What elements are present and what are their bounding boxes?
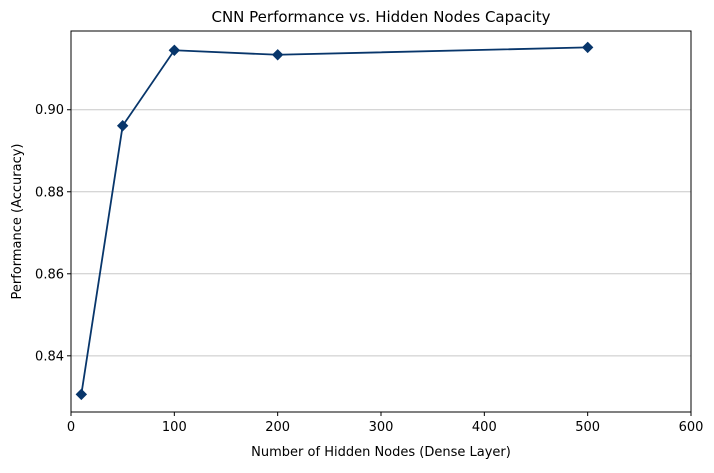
y-tick-label: 0.86 xyxy=(35,267,64,282)
x-axis-ticks: 0 100 200 300 400 500 600 xyxy=(67,412,704,435)
y-tick-label: 0.84 xyxy=(35,349,64,364)
x-tick-label: 200 xyxy=(265,420,290,435)
y-axis-label: Performance (Accuracy) xyxy=(10,143,25,299)
data-point-marker xyxy=(116,120,129,132)
y-tick-label: 0.90 xyxy=(35,103,64,118)
y-tick-label: 0.88 xyxy=(35,185,64,200)
data-point-marker xyxy=(581,41,594,54)
series-layer xyxy=(75,41,594,401)
data-point-marker xyxy=(168,44,181,56)
x-tick-label: 0 xyxy=(67,420,75,435)
data-point-marker xyxy=(271,49,284,61)
chart-title: CNN Performance vs. Hidden Nodes Capacit… xyxy=(211,8,550,26)
x-tick-label: 500 xyxy=(575,420,600,435)
x-tick-label: 600 xyxy=(679,420,704,435)
grid-layer xyxy=(71,109,691,357)
data-point-marker xyxy=(75,388,88,401)
y-axis-ticks: 0.84 0.86 0.88 0.90 xyxy=(35,103,71,364)
x-tick-label: 100 xyxy=(162,420,187,435)
x-axis-label: Number of Hidden Nodes (Dense Layer) xyxy=(251,445,511,460)
x-tick-label: 300 xyxy=(369,420,394,435)
x-tick-label: 400 xyxy=(472,420,497,435)
